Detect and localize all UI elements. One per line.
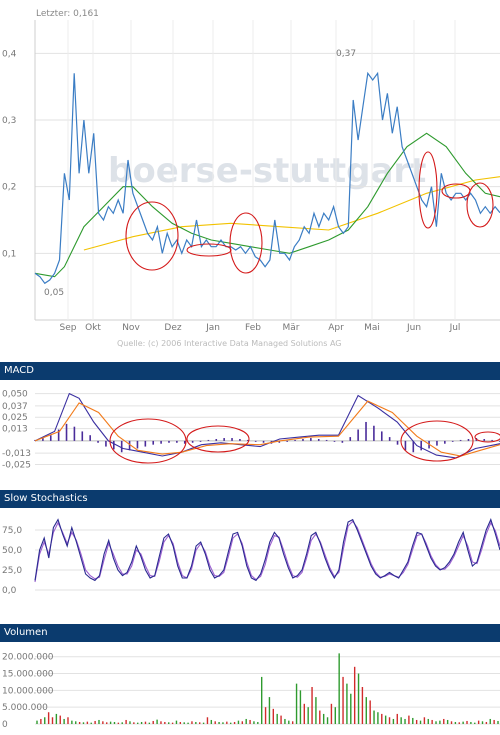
volume-bars <box>36 653 499 724</box>
stochastic-y-tick-label: 25,0 <box>2 566 22 576</box>
stochastic-y-tick-label: 50,0 <box>2 546 22 556</box>
last-price-label: Letzter: 0,161 <box>36 9 99 19</box>
stochastic-y-tick-label: 75,0 <box>2 526 22 536</box>
volume-grid <box>35 656 500 725</box>
month-label: Sep <box>60 323 77 333</box>
macd-y-tick-label: 0,025 <box>2 413 28 423</box>
month-label: Jan <box>205 323 220 333</box>
macd-series-macd_line <box>34 392 500 459</box>
macd-y-tick-label: 0,050 <box>2 390 28 400</box>
stochastic-chart: 75,0 50,0 25,0 0,0 <box>2 518 500 596</box>
macd-y-tick-label: 0,013 <box>2 425 28 435</box>
macd-y-tick-label: -0,013 <box>2 449 31 459</box>
macd-y-tick-label: 0,037 <box>2 402 28 412</box>
highlight-ellipse-feb <box>229 212 263 274</box>
price-y-tick-label: 0,4 <box>2 49 17 59</box>
price-chart: Letzter: 0,161 boerse-stuttgart 0,10,20,… <box>2 9 500 348</box>
month-label: Apr <box>328 323 344 333</box>
macd-highlight-ellipses <box>109 418 500 464</box>
stochastic-y-ticks: 75,0 50,0 25,0 0,0 <box>2 526 22 596</box>
volume-y-tick-label: 5.000.000 <box>2 703 48 713</box>
volume-header: Volumen <box>0 624 500 642</box>
volume-chart: 0 5.000.000 10.000.000 15.000.000 20.000.000 <box>2 653 500 730</box>
month-label: Dez <box>164 323 181 333</box>
price-y-tick-label: 0,2 <box>2 183 16 193</box>
highlight-ellipse-end <box>466 182 494 228</box>
stochastic-y-tick-label: 0,0 <box>2 586 17 596</box>
volume-y-ticks: 0 5.000.000 10.000.000 15.000.000 20.000.000 <box>2 653 54 730</box>
month-label: Nov <box>122 323 140 333</box>
month-label: Mär <box>283 323 300 333</box>
price-series-sma_short <box>34 132 500 278</box>
macd-ellipse-jan <box>186 425 250 453</box>
peak-label: 0,37 <box>336 49 356 59</box>
macd-ellipse-jun <box>400 420 474 462</box>
low-label: 0,05 <box>44 288 64 298</box>
month-label: Okt <box>85 323 101 333</box>
macd-ellipse-nov <box>109 418 187 464</box>
stochastic-series-k_line <box>34 518 500 582</box>
month-label: Jun <box>406 323 421 333</box>
stochastic-series <box>34 518 500 583</box>
stochastic-header: Slow Stochastics <box>0 490 500 508</box>
price-y-tick-label: 0,1 <box>2 249 16 259</box>
volume-y-tick-label: 20.000.000 <box>2 653 54 663</box>
macd-header: MACD <box>0 362 500 380</box>
price-series-price <box>34 71 500 285</box>
volume-y-tick-label: 15.000.000 <box>2 670 54 680</box>
macd-series-signal_line <box>34 400 500 457</box>
source-label: Quelle: (c) 2006 Interactive Data Manage… <box>117 339 342 348</box>
price-x-ticks: Sep Okt Nov Dez Jan Feb Mär Apr Mai Jun Jul <box>60 323 461 333</box>
stochastic-grid <box>35 529 500 591</box>
price-y-tick-label: 0,3 <box>2 116 16 126</box>
highlight-ellipses <box>125 151 494 274</box>
volume-y-tick-label: 0 <box>2 720 8 730</box>
macd-series <box>34 392 500 459</box>
macd-ellipse-end <box>474 431 500 443</box>
month-label: Feb <box>245 323 261 333</box>
volume-y-tick-label: 10.000.000 <box>2 686 54 696</box>
month-label: Jul <box>449 323 461 333</box>
watermark: boerse-stuttgart <box>108 151 426 191</box>
highlight-ellipse-jan <box>186 243 232 257</box>
macd-grid <box>35 393 500 466</box>
price-series <box>34 71 500 285</box>
highlight-ellipse-jun <box>418 151 438 229</box>
price-y-ticks: 0,1 0,2 0,3 0,4 <box>2 49 17 259</box>
price-grid <box>34 20 500 321</box>
highlight-ellipse-nov <box>125 201 179 271</box>
month-label: Mai <box>364 323 380 333</box>
macd-y-tick-label: -0,025 <box>2 461 31 471</box>
